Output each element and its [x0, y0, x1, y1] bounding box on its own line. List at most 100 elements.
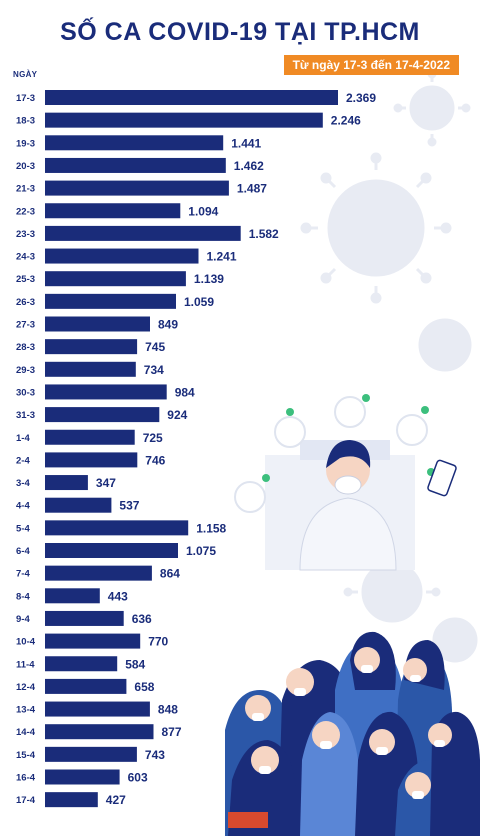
bar — [45, 271, 186, 287]
value-label: 1.487 — [237, 182, 267, 196]
bar — [45, 225, 241, 241]
bar — [45, 293, 176, 309]
value-label: 770 — [148, 635, 168, 649]
bar — [45, 112, 323, 128]
chart-title: SỐ CA COVID-19 TẠI TP.HCM — [60, 18, 420, 46]
bar — [45, 316, 150, 332]
category-label: 30-3 — [16, 387, 35, 398]
category-label: 2-4 — [16, 455, 30, 466]
category-label: 9-4 — [16, 614, 30, 625]
category-label: 15-4 — [16, 750, 36, 761]
category-label: 7-4 — [16, 569, 30, 580]
bar — [45, 452, 138, 468]
category-label: 20-3 — [16, 161, 35, 172]
category-label: 16-4 — [16, 773, 36, 784]
category-label: 5-4 — [16, 523, 30, 534]
value-label: 848 — [158, 703, 178, 717]
virus-icon — [327, 85, 478, 663]
bar — [45, 407, 160, 423]
category-label: 25-3 — [16, 274, 35, 285]
category-label: 22-3 — [16, 206, 35, 217]
bar — [45, 565, 152, 581]
category-label: 3-4 — [16, 478, 30, 489]
value-label: 347 — [96, 476, 116, 490]
bar — [45, 475, 88, 491]
category-label: 12-4 — [16, 682, 36, 693]
value-label: 984 — [175, 385, 195, 399]
bar — [45, 746, 137, 762]
category-label: 14-4 — [16, 727, 36, 738]
category-label: 24-3 — [16, 252, 35, 263]
value-label: 864 — [160, 567, 180, 581]
category-label: 26-3 — [16, 297, 35, 308]
bar — [45, 633, 141, 649]
bar — [45, 203, 181, 219]
value-label: 603 — [128, 771, 148, 785]
bar — [45, 429, 135, 445]
value-label: 1.462 — [234, 159, 264, 173]
value-label: 1.582 — [249, 227, 279, 241]
bar — [45, 610, 124, 626]
category-label: 23-3 — [16, 229, 35, 240]
category-label: 6-4 — [16, 546, 30, 557]
value-label: 924 — [167, 408, 187, 422]
category-label: 21-3 — [16, 184, 35, 195]
date-range-badge: Từ ngày 17-3 đến 17-4-2022 — [283, 55, 459, 75]
value-label: 1.139 — [194, 272, 224, 286]
category-label: 19-3 — [16, 138, 35, 149]
doctor-scene — [234, 394, 457, 571]
bar — [45, 656, 118, 672]
value-label: 1.441 — [231, 136, 261, 150]
category-label: 8-4 — [16, 591, 30, 602]
bar — [45, 497, 112, 513]
value-label: 443 — [108, 589, 128, 603]
bar — [45, 792, 98, 808]
category-label: 31-3 — [16, 410, 35, 421]
value-label: 1.241 — [207, 250, 237, 264]
value-label: 745 — [145, 340, 165, 354]
category-label: 17-3 — [16, 93, 35, 104]
bar — [45, 701, 150, 717]
category-label: 1-4 — [16, 433, 30, 444]
value-label: 2.369 — [346, 91, 376, 105]
bar — [45, 384, 167, 400]
bar — [45, 248, 199, 264]
category-label: 10-4 — [16, 637, 36, 648]
value-label: 584 — [125, 657, 145, 671]
category-label: 28-3 — [16, 342, 35, 353]
value-label: 636 — [132, 612, 152, 626]
bar — [45, 588, 100, 604]
value-label: 734 — [144, 363, 164, 377]
category-label: 29-3 — [16, 365, 35, 376]
bar — [45, 361, 136, 377]
crowd-illustration — [225, 631, 480, 836]
value-label: 1.059 — [184, 295, 214, 309]
y-axis-label: NGÀY — [13, 70, 38, 79]
category-label: 13-4 — [16, 705, 36, 716]
bar — [45, 520, 189, 536]
value-label: 746 — [145, 453, 165, 467]
category-label: 11-4 — [16, 659, 35, 670]
bar — [45, 180, 229, 196]
category-label: 27-3 — [16, 320, 35, 331]
value-label: 849 — [158, 318, 178, 332]
bar — [45, 339, 138, 355]
bar — [45, 678, 127, 694]
category-label: 4-4 — [16, 501, 30, 512]
value-label: 1.158 — [196, 521, 226, 535]
value-label: 1.075 — [186, 544, 216, 558]
bar — [45, 157, 226, 173]
category-label: 18-3 — [16, 116, 35, 127]
bar — [45, 724, 154, 740]
bar — [45, 90, 338, 105]
value-label: 725 — [143, 431, 163, 445]
value-label: 743 — [145, 748, 165, 762]
value-label: 427 — [106, 793, 126, 807]
logo-badge — [228, 812, 268, 828]
phone-icon — [427, 459, 457, 497]
category-label: 17-4 — [16, 795, 36, 806]
value-label: 537 — [119, 499, 139, 513]
value-label: 2.246 — [331, 114, 361, 128]
